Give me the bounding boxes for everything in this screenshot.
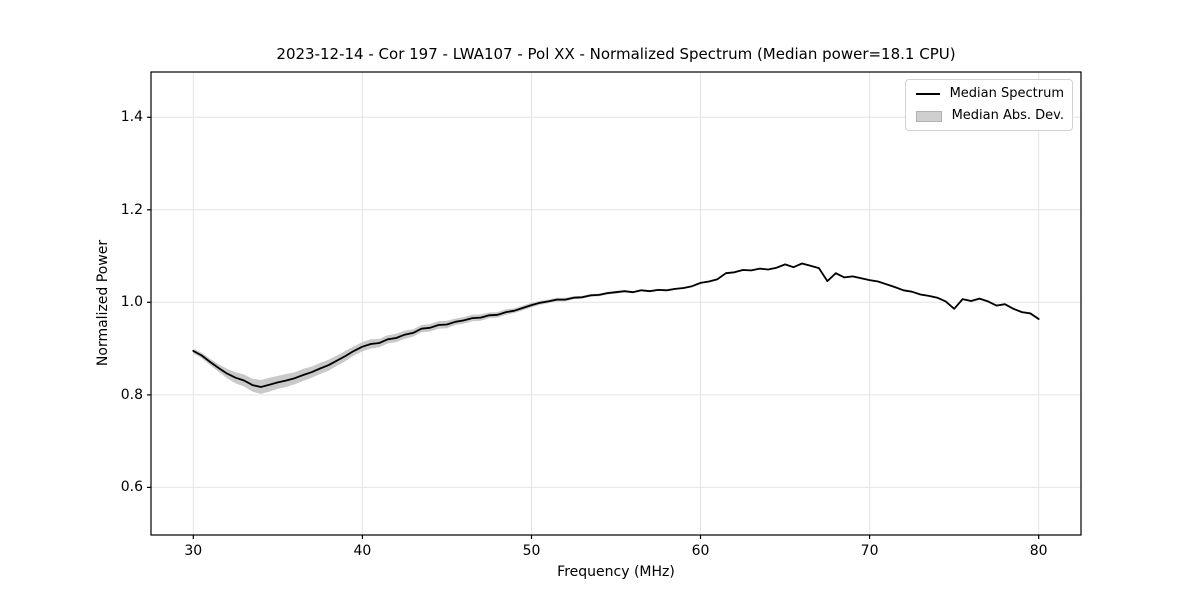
x-tick-label: 50 (522, 543, 541, 559)
x-axis-label: Frequency (MHz) (557, 564, 675, 580)
legend-label: Median Spectrum (949, 86, 1064, 101)
y-tick-label: 1.4 (120, 109, 143, 126)
y-tick-label: 0.6 (120, 479, 143, 496)
legend-item-median-spectrum: Median Spectrum (916, 85, 1064, 103)
x-tick-label: 60 (691, 543, 710, 559)
axes-frame (150, 71, 1082, 536)
median-spectrum-line (192, 262, 1040, 388)
x-tick-label: 80 (1029, 543, 1048, 559)
x-tick-label: 30 (184, 543, 203, 559)
legend-item-median-abs-dev: Median Abs. Dev. (916, 107, 1064, 125)
y-tick-label: 1.0 (120, 294, 143, 311)
x-tick-label: 70 (860, 543, 879, 559)
mad-band (193, 262, 1039, 394)
y-tick-label: 1.2 (120, 201, 143, 218)
tick-marks (147, 116, 1040, 539)
x-tick-label: 40 (353, 543, 372, 559)
line-swatch-icon (916, 93, 940, 95)
legend: Median Spectrum Median Abs. Dev. (905, 79, 1073, 131)
y-tick-label: 0.8 (120, 386, 143, 403)
chart-title: 2023-12-14 - Cor 197 - LWA107 - Pol XX -… (276, 45, 956, 63)
grid (151, 72, 1081, 535)
legend-label: Median Abs. Dev. (951, 108, 1064, 123)
patch-swatch-icon (916, 110, 942, 122)
